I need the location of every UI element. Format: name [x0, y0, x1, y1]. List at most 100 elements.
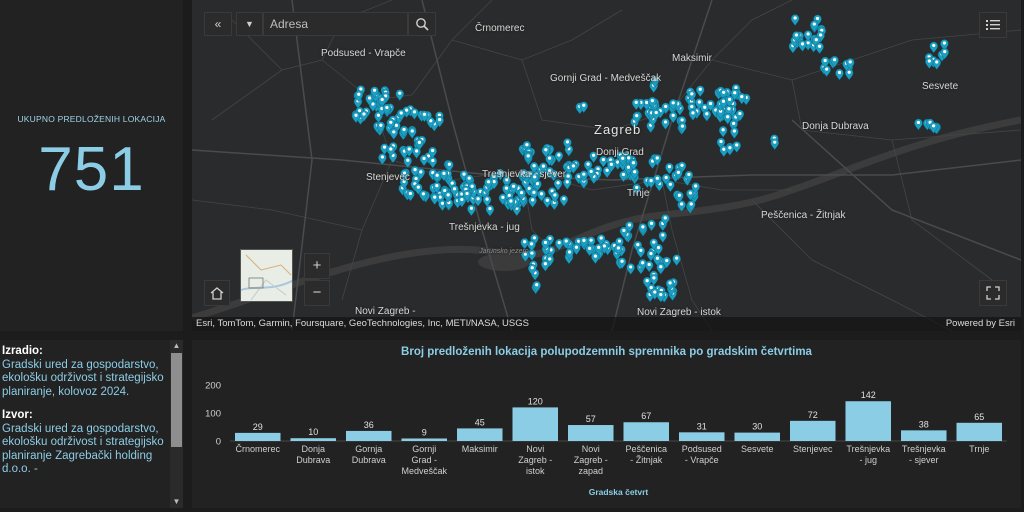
- location-marker[interactable]: [377, 95, 387, 108]
- location-marker[interactable]: [532, 281, 541, 293]
- location-marker[interactable]: [617, 257, 627, 270]
- location-marker[interactable]: [569, 162, 578, 174]
- location-marker[interactable]: [430, 193, 439, 205]
- location-marker[interactable]: [599, 155, 608, 168]
- zoom-in-button[interactable]: +: [304, 253, 330, 279]
- location-marker[interactable]: [932, 58, 941, 70]
- location-marker[interactable]: [374, 111, 383, 124]
- scroll-down-icon[interactable]: ▼: [172, 497, 181, 506]
- location-marker[interactable]: [650, 75, 660, 88]
- location-marker[interactable]: [602, 166, 612, 179]
- location-marker[interactable]: [428, 156, 438, 169]
- location-marker[interactable]: [530, 173, 539, 185]
- location-marker[interactable]: [815, 42, 824, 55]
- zoom-out-button[interactable]: −: [304, 280, 330, 306]
- location-marker[interactable]: [624, 163, 633, 176]
- location-marker[interactable]: [830, 55, 839, 68]
- location-marker[interactable]: [589, 151, 598, 164]
- location-marker[interactable]: [485, 204, 495, 217]
- location-marker[interactable]: [591, 252, 600, 264]
- location-marker[interactable]: [520, 238, 529, 250]
- location-marker[interactable]: [929, 41, 938, 54]
- location-marker[interactable]: [541, 238, 550, 251]
- location-marker[interactable]: [419, 190, 428, 202]
- location-marker[interactable]: [810, 20, 819, 32]
- location-marker[interactable]: [408, 127, 417, 139]
- location-marker[interactable]: [579, 101, 588, 114]
- location-marker[interactable]: [553, 179, 563, 191]
- location-marker[interactable]: [940, 39, 949, 51]
- location-marker[interactable]: [563, 178, 572, 190]
- location-marker[interactable]: [662, 256, 671, 269]
- location-markers[interactable]: [351, 14, 949, 303]
- location-marker[interactable]: [632, 98, 641, 111]
- location-marker[interactable]: [725, 95, 734, 108]
- scroll-up-icon[interactable]: ▲: [172, 341, 181, 350]
- location-marker[interactable]: [502, 176, 512, 188]
- powered-by-esri[interactable]: Powered by Esri: [945, 318, 1015, 329]
- location-marker[interactable]: [432, 171, 442, 184]
- location-marker[interactable]: [706, 99, 715, 112]
- location-marker[interactable]: [579, 170, 589, 183]
- location-marker[interactable]: [555, 238, 564, 251]
- location-marker[interactable]: [572, 243, 581, 256]
- location-marker[interactable]: [410, 108, 419, 120]
- location-marker[interactable]: [523, 152, 533, 164]
- location-marker[interactable]: [735, 109, 745, 122]
- location-marker[interactable]: [545, 166, 554, 179]
- location-marker[interactable]: [351, 111, 361, 124]
- location-marker[interactable]: [653, 154, 662, 166]
- location-marker[interactable]: [626, 263, 635, 275]
- location-marker[interactable]: [822, 65, 831, 77]
- location-marker[interactable]: [521, 250, 530, 262]
- location-marker[interactable]: [528, 264, 537, 276]
- location-marker[interactable]: [428, 146, 437, 159]
- location-marker[interactable]: [940, 47, 949, 60]
- scroll-thumb[interactable]: [171, 353, 182, 447]
- location-marker[interactable]: [439, 169, 449, 182]
- location-marker[interactable]: [820, 56, 830, 69]
- location-marker[interactable]: [370, 86, 379, 99]
- location-marker[interactable]: [730, 127, 739, 139]
- location-marker[interactable]: [399, 125, 409, 138]
- legend-button[interactable]: [979, 12, 1007, 38]
- location-marker[interactable]: [541, 260, 550, 272]
- fullscreen-button[interactable]: [979, 280, 1007, 306]
- location-marker[interactable]: [636, 246, 646, 259]
- location-marker[interactable]: [656, 290, 665, 303]
- location-marker[interactable]: [648, 96, 657, 109]
- location-marker[interactable]: [550, 191, 560, 203]
- location-marker[interactable]: [658, 231, 667, 243]
- location-marker[interactable]: [395, 89, 404, 102]
- location-marker[interactable]: [579, 236, 589, 249]
- location-marker[interactable]: [649, 238, 659, 250]
- location-marker[interactable]: [359, 110, 369, 122]
- location-marker[interactable]: [629, 159, 638, 171]
- location-marker[interactable]: [669, 99, 678, 111]
- location-marker[interactable]: [419, 154, 429, 167]
- location-marker[interactable]: [725, 144, 735, 156]
- location-marker[interactable]: [666, 180, 675, 193]
- location-marker[interactable]: [844, 68, 854, 81]
- location-marker[interactable]: [790, 14, 800, 26]
- location-marker[interactable]: [835, 68, 844, 81]
- location-marker[interactable]: [677, 200, 686, 212]
- location-marker[interactable]: [674, 168, 683, 181]
- location-marker[interactable]: [467, 204, 476, 217]
- location-marker[interactable]: [506, 197, 516, 209]
- location-marker[interactable]: [686, 189, 695, 201]
- location-marker[interactable]: [473, 195, 483, 207]
- location-marker[interactable]: [410, 165, 420, 178]
- location-marker[interactable]: [803, 30, 813, 42]
- location-marker[interactable]: [563, 138, 572, 150]
- overview-map[interactable]: [240, 249, 293, 302]
- location-marker[interactable]: [632, 111, 641, 124]
- location-marker[interactable]: [618, 154, 627, 167]
- location-marker[interactable]: [502, 184, 511, 196]
- location-marker[interactable]: [661, 214, 670, 226]
- location-marker[interactable]: [619, 226, 629, 239]
- location-marker[interactable]: [723, 113, 732, 125]
- location-marker[interactable]: [653, 254, 662, 267]
- location-marker[interactable]: [386, 145, 395, 157]
- location-marker[interactable]: [528, 196, 537, 208]
